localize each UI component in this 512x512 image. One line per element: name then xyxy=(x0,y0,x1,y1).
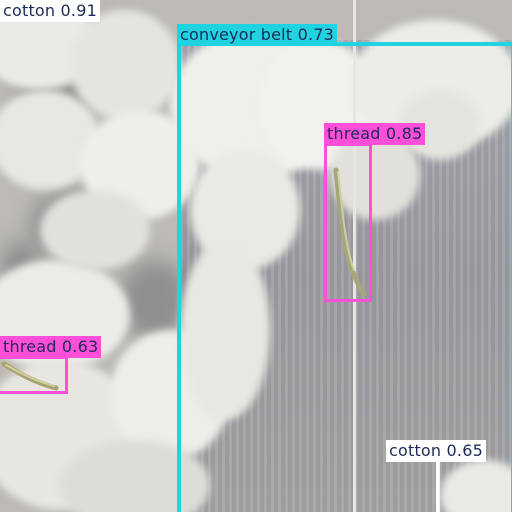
detection-label: conveyor belt 0.73 xyxy=(177,24,337,46)
detection-label: thread 0.63 xyxy=(0,336,101,358)
detection-box-thread xyxy=(324,143,372,302)
cotton-puff xyxy=(40,190,150,270)
detection-label: thread 0.85 xyxy=(324,123,425,145)
detection-label: cotton 0.65 xyxy=(386,440,486,462)
detection-box-cotton xyxy=(436,460,512,512)
detection-label: cotton 0.91 xyxy=(0,0,100,22)
cotton-puff xyxy=(70,10,180,120)
detection-box-thread xyxy=(0,356,68,394)
